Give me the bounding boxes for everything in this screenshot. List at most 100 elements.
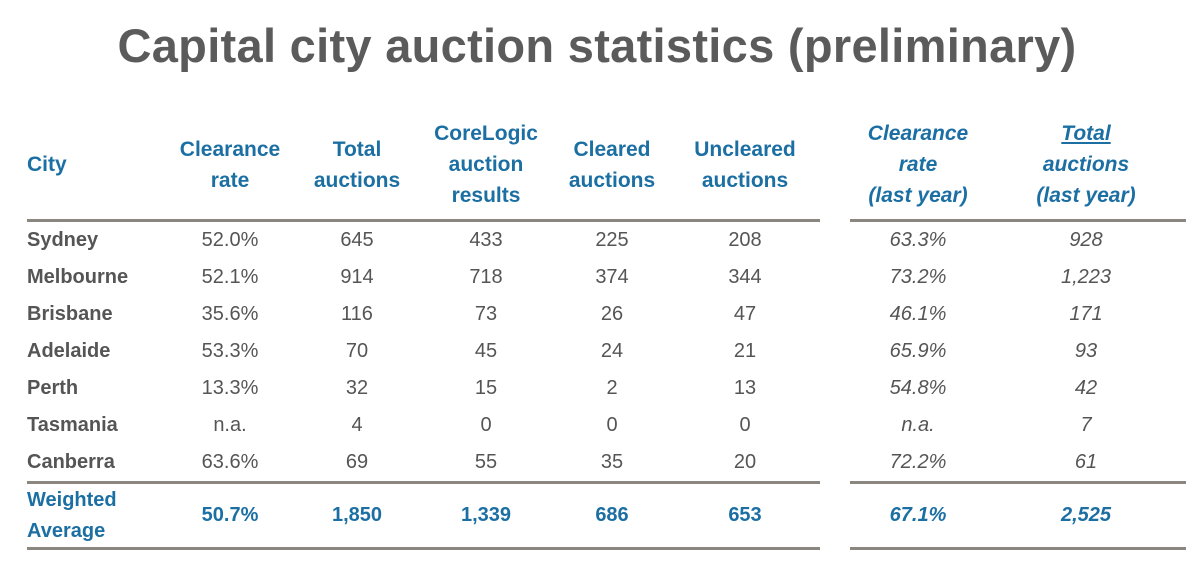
total-auctions-cell: 69 bbox=[345, 451, 369, 473]
uncleared-cell: 20 bbox=[733, 451, 757, 473]
header-cleared-auctions: Cleared auctions bbox=[554, 110, 670, 222]
uncleared-cell: 0 bbox=[739, 414, 751, 436]
header-line: Clearance bbox=[867, 122, 969, 145]
cleared-cell: 2 bbox=[606, 377, 618, 399]
table-row: 54.8% 42 bbox=[850, 370, 1186, 407]
total-auctions-cell: 914 bbox=[340, 266, 374, 288]
cleared-cell: 225 bbox=[595, 229, 629, 251]
total-auctions-ly-cell: 171 bbox=[1069, 303, 1103, 325]
header-clearance-rate-last-year: Clearance rate (last year) bbox=[850, 110, 986, 222]
header-line: Total bbox=[332, 137, 382, 161]
average-uncleared-cell: 653 bbox=[670, 481, 820, 550]
clearance-rate-ly-cell: n.a. bbox=[901, 414, 935, 436]
clearance-rate-ly-cell: 46.1% bbox=[889, 303, 947, 325]
header-line: (last year) bbox=[1036, 184, 1136, 207]
page-title: Capital city auction statistics (prelimi… bbox=[117, 19, 1077, 72]
header-line: Uncleared bbox=[694, 137, 796, 161]
header-line: rate bbox=[210, 168, 250, 192]
total-auctions-ly-cell: 928 bbox=[1069, 229, 1103, 251]
clearance-rate-cell: 53.3% bbox=[201, 340, 259, 362]
city-cell: Canberra bbox=[27, 451, 115, 473]
clearance-rate-cell: 52.1% bbox=[201, 266, 259, 288]
uncleared-cell: 208 bbox=[728, 229, 762, 251]
table-row: Sydney 52.0% 645 433 225 208 bbox=[27, 221, 820, 260]
clearance-rate-cell: n.a. bbox=[213, 414, 247, 436]
ly-header-row: Clearance rate (last year) Total auctions (l… bbox=[850, 110, 1186, 222]
ly-table-body: 63.3% 928 73.2% 1,223 46.1% 171 65.9% 93 54.8% 42… bbox=[850, 221, 1186, 550]
average-label-line: Weighted bbox=[27, 488, 117, 511]
average-clearance-rate-ly-cell: 67.1% bbox=[850, 481, 986, 550]
cleared-cell: 26 bbox=[600, 303, 624, 325]
clearance-rate-ly-cell: 63.3% bbox=[889, 229, 947, 251]
corelogic-results-cell: 55 bbox=[474, 451, 498, 473]
total-auctions-ly-cell: 93 bbox=[1074, 340, 1098, 362]
total-auctions-cell: 32 bbox=[345, 377, 369, 399]
city-cell: Brisbane bbox=[27, 303, 113, 325]
uncleared-cell: 13 bbox=[733, 377, 757, 399]
total-auctions-cell: 116 bbox=[341, 303, 373, 325]
table-row: Canberra 63.6% 69 55 35 20 bbox=[27, 444, 820, 483]
corelogic-results-cell: 45 bbox=[474, 340, 498, 362]
clearance-rate-ly-cell: 73.2% bbox=[889, 266, 947, 288]
header-corelogic-results: CoreLogic auction results bbox=[418, 110, 554, 222]
header-total-auctions-last-year: Total auctions (last year) bbox=[986, 110, 1186, 222]
uncleared-cell: 344 bbox=[728, 266, 762, 288]
total-auctions-cell: 4 bbox=[351, 414, 363, 436]
city-cell: Sydney bbox=[27, 229, 99, 251]
corelogic-results-cell: 15 bbox=[474, 377, 498, 399]
total-auctions-ly-cell: 61 bbox=[1074, 451, 1098, 473]
header-uncleared-auctions: Uncleared auctions bbox=[670, 110, 820, 222]
average-cleared-cell: 686 bbox=[554, 481, 670, 550]
header-clearance-rate: Clearance rate bbox=[164, 110, 296, 222]
header-city: City bbox=[27, 110, 164, 222]
header-line: auctions bbox=[313, 168, 401, 192]
cleared-cell: 24 bbox=[600, 340, 624, 362]
header-row: City Clearance rate Total auctions CoreLog… bbox=[27, 110, 820, 222]
auction-stats-table: City Clearance rate Total auctions CoreLog… bbox=[27, 110, 820, 550]
uncleared-cell: 47 bbox=[733, 303, 757, 325]
header-total-auctions: Total auctions bbox=[296, 110, 418, 222]
clearance-rate-cell: 35.6% bbox=[201, 303, 259, 325]
header-line: auctions bbox=[568, 168, 656, 192]
average-total-auctions-ly-cell: 2,525 bbox=[986, 481, 1186, 550]
corelogic-results-cell: 718 bbox=[469, 266, 503, 288]
table-row: 46.1% 171 bbox=[850, 296, 1186, 333]
weighted-average-row: Weighted Average 50.7% 1,850 1,339 686 653 bbox=[27, 481, 820, 550]
uncleared-cell: 21 bbox=[733, 340, 757, 362]
total-auctions-cell: 70 bbox=[345, 340, 369, 362]
header-line: auctions bbox=[1042, 153, 1130, 176]
cleared-cell: 35 bbox=[600, 451, 624, 473]
weighted-average-row: 67.1% 2,525 bbox=[850, 481, 1186, 550]
header-line: (last year) bbox=[868, 184, 968, 207]
header-city-label: City bbox=[27, 153, 67, 176]
total-auctions-ly-cell: 42 bbox=[1074, 377, 1098, 399]
table-row: 72.2% 61 bbox=[850, 444, 1186, 483]
city-cell: Melbourne bbox=[27, 266, 129, 288]
table-row: 73.2% 1,223 bbox=[850, 259, 1186, 296]
header-line: rate bbox=[898, 153, 938, 176]
average-corelogic-results-cell: 1,339 bbox=[418, 481, 554, 550]
clearance-rate-ly-cell: 72.2% bbox=[889, 451, 947, 473]
header-line: auction bbox=[448, 153, 524, 176]
last-year-table: Clearance rate (last year) Total auctions (l… bbox=[850, 110, 1186, 550]
header-line: results bbox=[451, 184, 521, 207]
clearance-rate-ly-cell: 54.8% bbox=[889, 377, 947, 399]
table-row: Adelaide 53.3% 70 45 24 21 bbox=[27, 333, 820, 370]
city-cell: Perth bbox=[27, 377, 79, 399]
header-line: auctions bbox=[701, 168, 789, 192]
clearance-rate-cell: 52.0% bbox=[201, 229, 259, 251]
header-line: Total bbox=[1061, 122, 1111, 145]
weighted-average-label: Weighted Average bbox=[27, 481, 164, 550]
total-auctions-ly-cell: 7 bbox=[1080, 414, 1092, 436]
table-row: 65.9% 93 bbox=[850, 333, 1186, 370]
corelogic-results-cell: 73 bbox=[474, 303, 498, 325]
total-auctions-cell: 645 bbox=[340, 229, 374, 251]
table-row: n.a. 7 bbox=[850, 407, 1186, 444]
cleared-cell: 374 bbox=[595, 266, 629, 288]
clearance-rate-ly-cell: 65.9% bbox=[889, 340, 947, 362]
corelogic-results-cell: 433 bbox=[469, 229, 503, 251]
table-row: Perth 13.3% 32 15 2 13 bbox=[27, 370, 820, 407]
average-label-line: Average bbox=[27, 519, 106, 542]
table-row: 63.3% 928 bbox=[850, 221, 1186, 260]
table-row: Tasmania n.a. 4 0 0 0 bbox=[27, 407, 820, 444]
